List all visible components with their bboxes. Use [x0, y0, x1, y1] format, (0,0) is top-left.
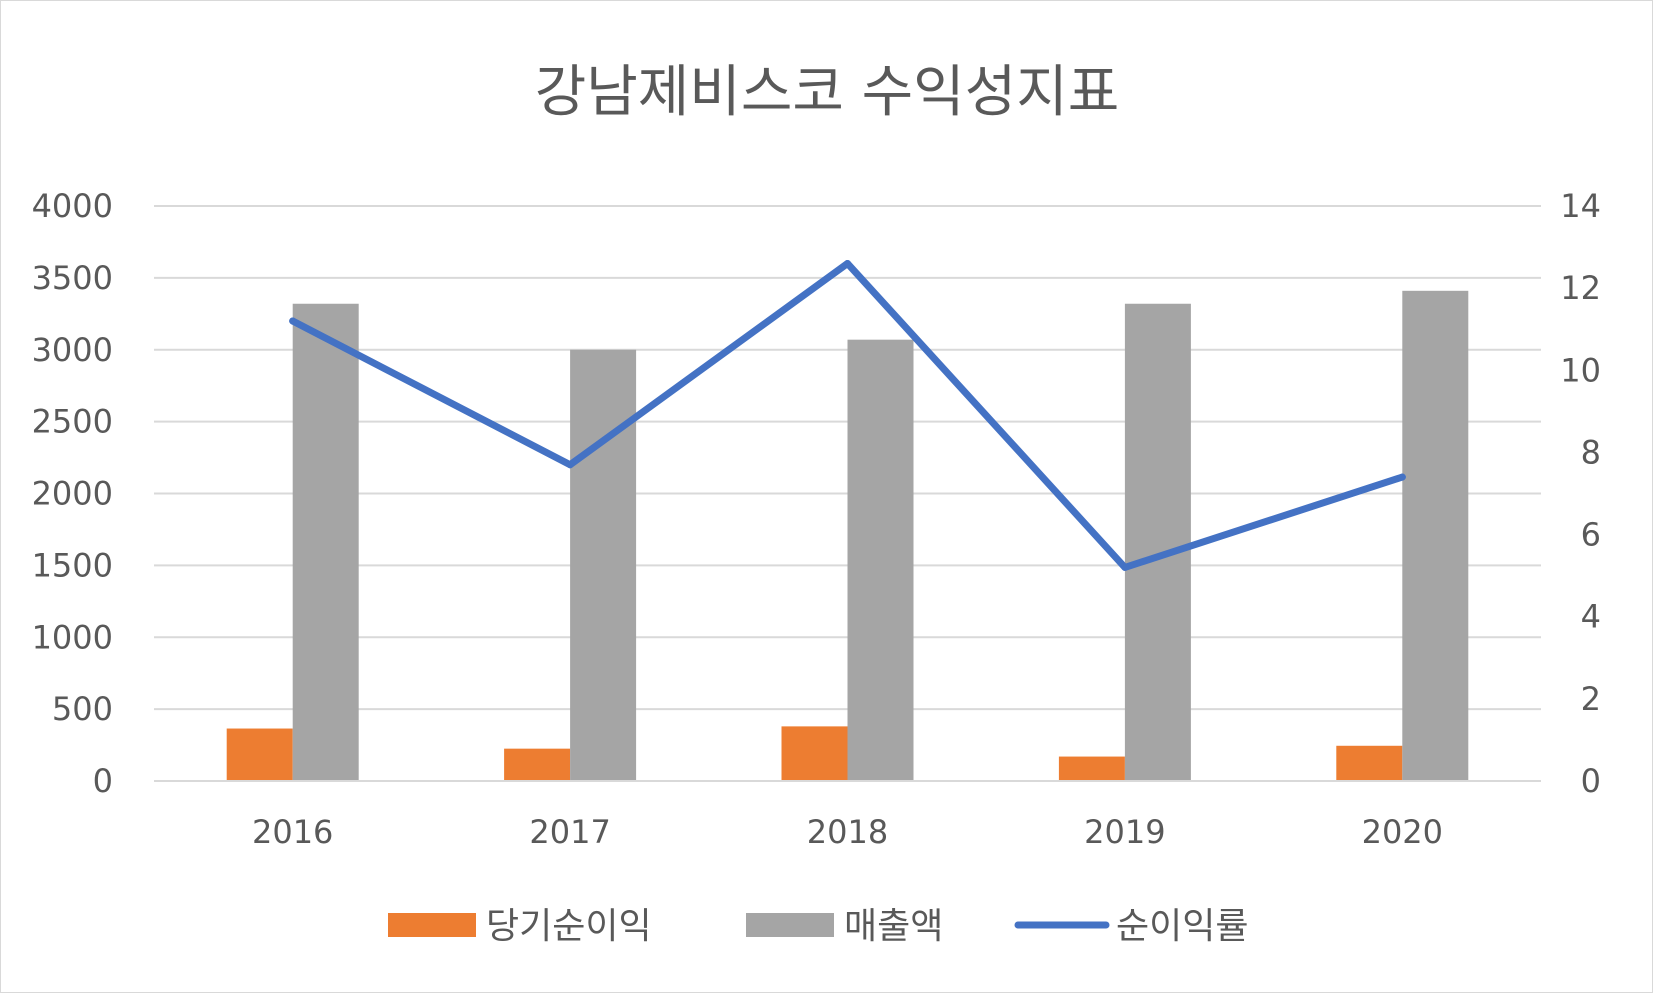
line-point	[289, 317, 297, 325]
chart-title: 강남제비스코 수익성지표	[535, 60, 1120, 125]
x-tick-label: 2020	[1362, 813, 1443, 851]
x-tick-label: 2019	[1084, 813, 1165, 851]
line-point	[1398, 473, 1406, 481]
y-left-tick-label: 3000	[32, 331, 113, 369]
y-left-tick-label: 2500	[32, 403, 113, 441]
line-point	[1121, 563, 1129, 571]
x-tick-label: 2018	[807, 813, 888, 851]
right-axis: 0 2 4 6 8 10 12 14	[1560, 187, 1601, 800]
line-series	[289, 260, 1406, 571]
bar-series	[154, 290, 1541, 782]
bar-revenue	[1124, 303, 1191, 781]
legend-item: 매출액	[746, 906, 943, 947]
y-right-tick-label: 8	[1581, 433, 1601, 471]
legend-label: 매출액	[844, 906, 943, 947]
y-left-tick-label: 3500	[32, 259, 113, 297]
bar-revenue	[1402, 290, 1469, 781]
legend-item: 당기순이익	[388, 906, 652, 947]
y-right-tick-label: 14	[1560, 187, 1601, 225]
bar-net-income	[781, 726, 848, 781]
y-right-tick-label: 10	[1560, 351, 1601, 389]
legend-swatch	[746, 913, 834, 937]
y-left-tick-label: 0	[93, 762, 113, 800]
bar-revenue	[292, 303, 359, 781]
y-left-tick-label: 4000	[32, 187, 113, 225]
bar-revenue	[570, 349, 637, 781]
legend-item: 순이익률	[1014, 906, 1248, 947]
y-right-tick-label: 12	[1560, 269, 1601, 307]
x-tick-label: 2017	[529, 813, 610, 851]
legend-label: 당기순이익	[486, 906, 652, 947]
legend-swatch	[388, 913, 476, 937]
y-left-tick-label: 1500	[32, 546, 113, 584]
x-axis: 2016 2017 2018 2019 2020	[252, 813, 1443, 851]
x-tick-label: 2016	[252, 813, 333, 851]
line-point	[566, 461, 574, 469]
bar-net-income	[1058, 756, 1125, 781]
y-left-tick-label: 500	[52, 690, 113, 728]
y-right-tick-label: 4	[1581, 598, 1601, 636]
bar-net-income	[504, 748, 571, 781]
y-right-tick-label: 2	[1581, 680, 1601, 718]
bar-revenue	[847, 339, 914, 781]
left-axis: 0 500 1000 1500 2000 2500 3000 3500 4000	[32, 187, 113, 800]
legend: 당기순이익 매출액 순이익률	[388, 906, 1248, 947]
y-right-tick-label: 6	[1581, 516, 1601, 554]
bar-net-income	[1336, 745, 1403, 781]
line-point	[844, 260, 851, 267]
y-right-tick-label: 0	[1581, 762, 1601, 800]
y-left-tick-label: 2000	[32, 475, 113, 513]
legend-label: 순이익률	[1116, 906, 1248, 947]
bar-net-income	[226, 728, 293, 781]
y-left-tick-label: 1000	[32, 618, 113, 656]
